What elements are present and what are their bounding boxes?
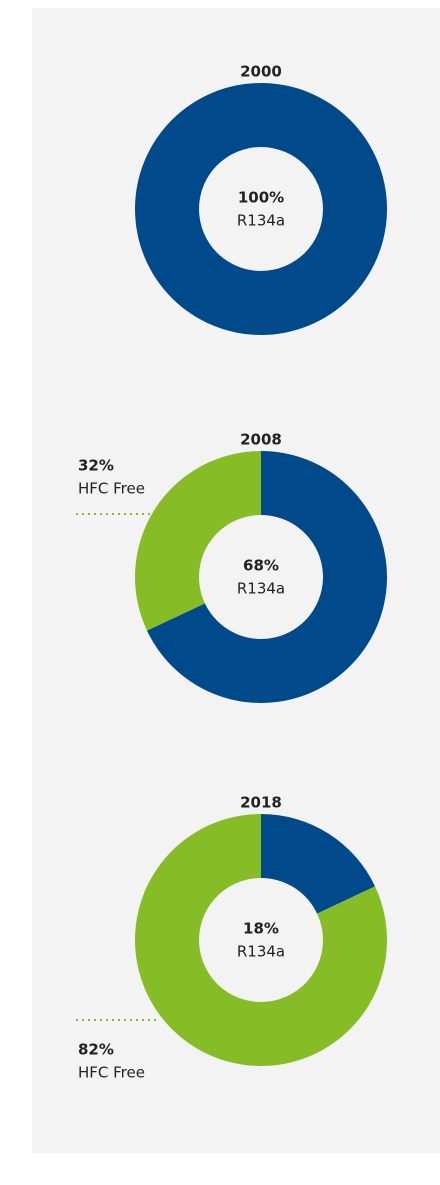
center-value-label: 100% [238,189,284,207]
donut-segment [261,814,376,914]
donut-segment [146,451,387,704]
center-value-label: 18% [243,920,279,938]
chart-title: 2000 [240,63,282,81]
chart-title: 2008 [240,431,282,449]
center-category-label: R134a [237,943,285,961]
donut-segment [135,83,387,335]
donut-segment [135,814,387,1066]
center-category-label: R134a [237,580,285,598]
outer-category-label: HFC Free [78,1064,145,1082]
outer-value-label: 82% [78,1041,114,1059]
center-value-label: 68% [243,557,279,575]
chart-title: 2018 [240,794,282,812]
donut-segment [134,451,261,631]
outer-value-label: 32% [78,457,114,475]
outer-category-label: HFC Free [78,480,145,498]
center-category-label: R134a [237,212,285,230]
